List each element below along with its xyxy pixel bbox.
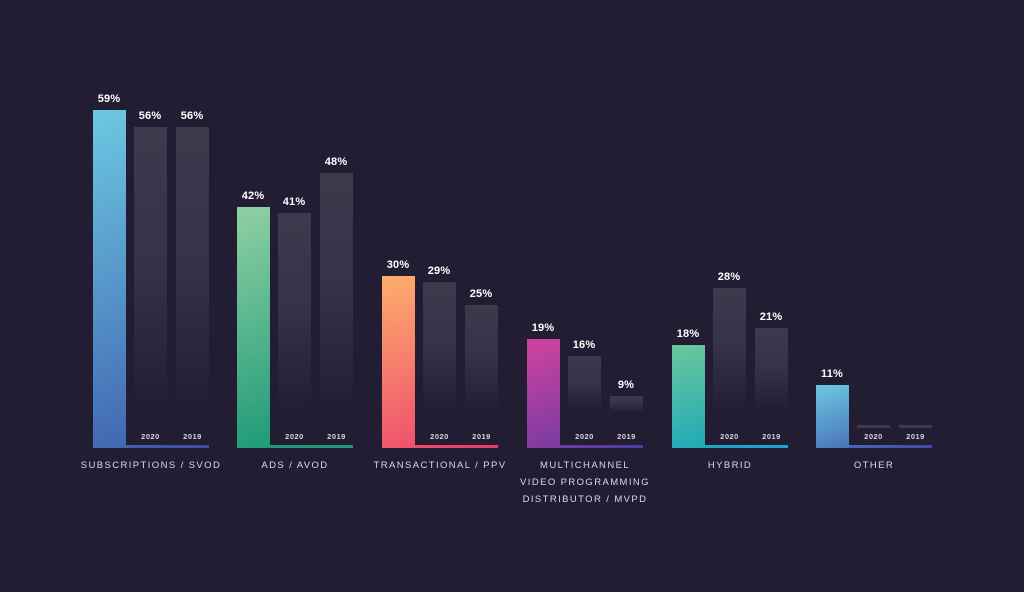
- category-label-line: DISTRIBUTOR / MVPD: [522, 494, 648, 505]
- category-label: OTHER: [799, 457, 949, 474]
- bar-current: [237, 207, 270, 448]
- bar-2019: [320, 172, 353, 412]
- year-label-2019: 2019: [617, 432, 636, 441]
- bar-2019: [755, 327, 788, 412]
- year-label-2019: 2019: [762, 432, 781, 441]
- bar-2020: [423, 281, 456, 412]
- bar-2020: [713, 287, 746, 412]
- baseline: [527, 445, 643, 448]
- year-label-2019: 2019: [906, 432, 925, 441]
- bar-2019: [176, 127, 209, 412]
- bar-2020: [568, 356, 601, 412]
- bar-2019: [465, 304, 498, 412]
- value-label-current: 18%: [676, 327, 700, 340]
- bar-current: [527, 339, 560, 448]
- year-label-2020: 2020: [575, 432, 594, 441]
- category-label: ADS / AVOD: [220, 457, 370, 474]
- value-label-current: 59%: [97, 92, 121, 105]
- bar-2020-empty: [857, 425, 890, 428]
- category-label: TRANSACTIONAL / PPV: [365, 457, 515, 474]
- value-label-current: 11%: [820, 367, 843, 380]
- value-label-2019: 9%: [617, 379, 635, 392]
- category-label-line: HYBRID: [707, 460, 753, 471]
- baseline: [93, 445, 209, 448]
- value-label-current: 30%: [386, 259, 410, 272]
- bar-2019: [610, 396, 643, 412]
- bar-current: [93, 109, 126, 448]
- year-label-2020: 2020: [864, 432, 883, 441]
- baseline: [672, 445, 788, 448]
- year-label-2020: 2020: [720, 432, 739, 441]
- value-label-2020: 29%: [427, 264, 451, 277]
- bar-current: [816, 384, 849, 448]
- category-label: SUBSCRIPTIONS / SVOD: [76, 457, 226, 474]
- bar-2019-empty: [899, 425, 932, 428]
- year-label-2020: 2020: [141, 432, 160, 441]
- value-label-2020: 28%: [717, 270, 741, 283]
- category-label-line: ADS / AVOD: [261, 460, 329, 471]
- value-label-current: 19%: [531, 322, 555, 335]
- baseline: [816, 445, 932, 448]
- category-label-line: TRANSACTIONAL / PPV: [373, 460, 507, 471]
- category-label: HYBRID: [655, 457, 805, 474]
- value-label-2019: 56%: [180, 110, 204, 123]
- category-label: MULTICHANNEL VIDEO PROGRAMMING DISTRIBUTOR…: [510, 457, 660, 508]
- year-label-2020: 2020: [285, 432, 304, 441]
- bar-2020: [134, 127, 167, 412]
- value-label-2020: 56%: [138, 110, 162, 123]
- category-label-line: VIDEO PROGRAMMING: [520, 477, 650, 488]
- baseline: [237, 445, 353, 448]
- category-label-line: SUBSCRIPTIONS / SVOD: [80, 460, 222, 471]
- year-label-2019: 2019: [472, 432, 491, 441]
- category-label-line: MULTICHANNEL: [540, 460, 630, 471]
- year-label-2019: 2019: [327, 432, 346, 441]
- bar-2020: [278, 213, 311, 412]
- baseline: [382, 445, 498, 448]
- bar-current: [672, 344, 705, 448]
- value-label-current: 42%: [241, 190, 265, 203]
- value-label-2019: 48%: [324, 155, 348, 168]
- year-label-2020: 2020: [430, 432, 449, 441]
- year-label-2019: 2019: [183, 432, 202, 441]
- value-label-2020: 41%: [282, 196, 306, 209]
- value-label-2019: 21%: [759, 310, 783, 323]
- value-label-2020: 16%: [572, 339, 596, 352]
- bar-current: [382, 276, 415, 448]
- category-label-line: OTHER: [853, 460, 895, 471]
- value-label-2019: 25%: [469, 287, 493, 300]
